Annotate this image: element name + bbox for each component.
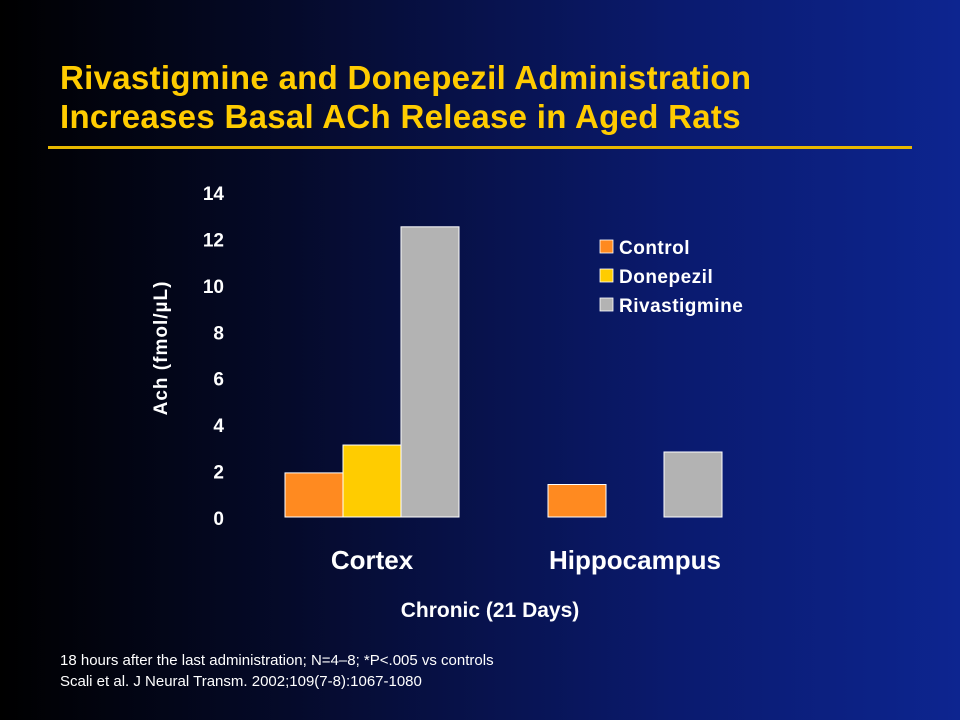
y-tick-label: 8 <box>213 323 224 344</box>
title-divider <box>48 146 912 149</box>
legend-swatch-rivastigmine <box>599 297 614 312</box>
legend-swatch-control <box>599 239 614 254</box>
x-axis-label: Chronic (21 Days) <box>401 599 580 622</box>
y-tick-label: 6 <box>213 370 224 391</box>
y-tick-label: 10 <box>203 277 224 298</box>
x-category-label: Cortex <box>331 545 414 575</box>
legend-label-donepezil: Donepezil <box>619 267 713 288</box>
bar-control-hippocampus <box>547 484 607 518</box>
y-axis-label: Ach (fmol/µL) <box>151 281 172 416</box>
bar-donepezil-cortex <box>342 444 402 518</box>
footnote: 18 hours after the last administration; … <box>60 650 494 692</box>
footnote-details: 18 hours after the last administration; … <box>60 652 494 669</box>
y-tick-label: 12 <box>203 230 224 251</box>
x-category-label: Hippocampus <box>549 545 721 575</box>
bar-rivastigmine-hippocampus <box>663 451 723 518</box>
legend-label-rivastigmine: Rivastigmine <box>619 296 743 317</box>
footnote-citation: Scali et al. J Neural Transm. 2002;109(7… <box>60 673 422 690</box>
bar-control-cortex <box>284 472 344 518</box>
bar-rivastigmine-cortex <box>400 226 460 518</box>
slide-title: Rivastigmine and Donepezil Administratio… <box>60 58 940 136</box>
title-line-2: Increases Basal ACh Release in Aged Rats <box>60 98 741 135</box>
legend-swatch-donepezil <box>599 268 614 283</box>
y-tick-label: 4 <box>213 416 224 437</box>
y-tick-label: 0 <box>213 509 224 530</box>
y-tick-label: 14 <box>203 184 225 205</box>
y-tick-label: 2 <box>213 463 224 484</box>
legend-label-control: Control <box>619 238 690 259</box>
title-line-1: Rivastigmine and Donepezil Administratio… <box>60 59 752 96</box>
